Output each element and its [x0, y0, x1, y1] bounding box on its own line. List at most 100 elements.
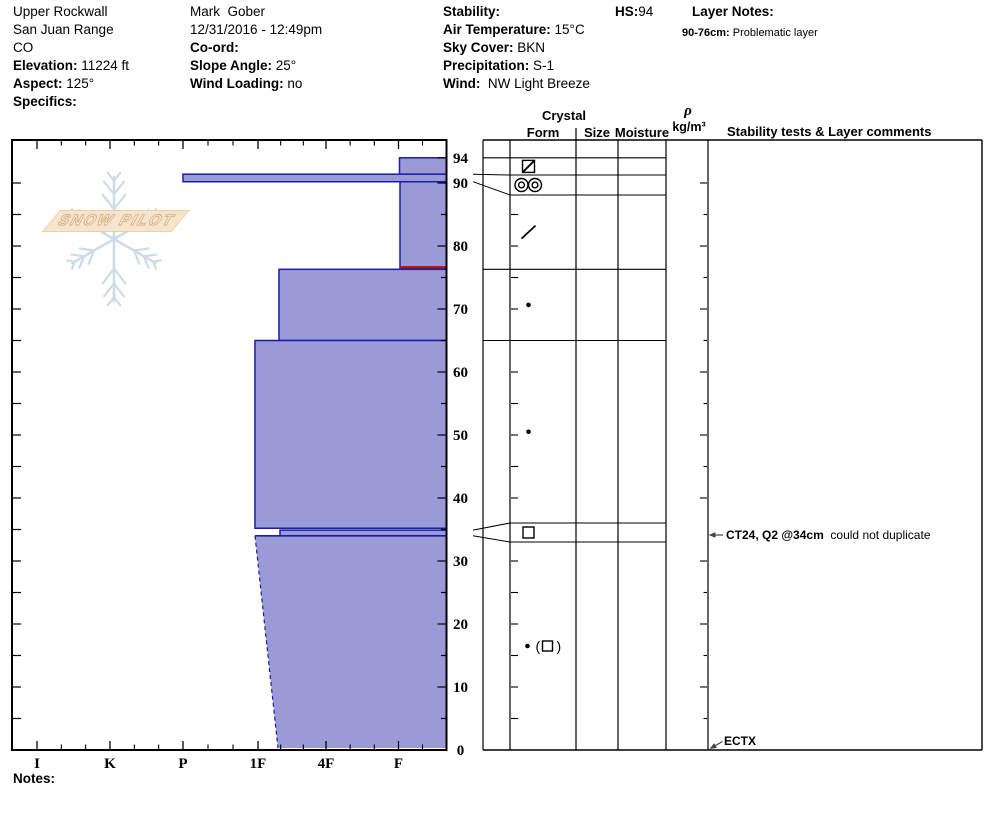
elevation-label: Elevation:	[13, 58, 78, 73]
depth-axis-label: 10	[453, 680, 468, 696]
snowflake-branch	[101, 193, 116, 211]
sky-cover-line: Sky Cover: BKN	[443, 40, 545, 56]
observer-name: Mark Gober	[190, 4, 266, 19]
snowflake-branch	[132, 249, 141, 265]
snowflake-branch	[112, 180, 126, 196]
hardness-bar	[254, 339, 448, 529]
coord-line: Co-ord:	[190, 40, 239, 56]
hardness-axis-label: F	[394, 756, 403, 772]
stability-line: Stability:	[443, 4, 500, 20]
fan-leader-line	[472, 522, 511, 531]
snowflake-branch	[70, 253, 86, 258]
annotation-arrowhead	[708, 532, 716, 538]
aspect-line: Aspect: 125°	[13, 76, 94, 92]
depth-axis-label: 20	[453, 617, 468, 633]
fan-leader-line	[472, 535, 511, 543]
depth-axis-label: 94	[453, 151, 469, 167]
elevation-value: 11224 ft	[77, 58, 130, 73]
crystal-symbol-rounded-grains	[526, 302, 531, 308]
layer-notes-label: Layer Notes:	[692, 4, 774, 19]
stability-test-comment: CT24, Q2 @34cm could not duplicate	[726, 528, 931, 542]
sky-cover-value: BKN	[513, 40, 546, 55]
specifics-line: Specifics:	[13, 94, 77, 110]
state: CO	[13, 40, 34, 55]
depth-axis-label: 60	[453, 365, 468, 381]
aspect-label: Aspect:	[13, 76, 63, 91]
wind-loading-value: no	[283, 76, 303, 91]
wind-loading-line: Wind Loading: no	[190, 76, 302, 92]
snowflake-branch	[112, 171, 122, 182]
hardness-bar	[399, 180, 448, 271]
specifics-label: Specifics:	[13, 94, 77, 109]
snowflake-branch	[78, 255, 86, 269]
snowflake-branch	[112, 267, 127, 285]
crystal-symbol-melt-freeze-crust-inner	[517, 181, 526, 189]
wind-label: Wind:	[443, 76, 481, 91]
moisture-header: Moisture	[614, 125, 670, 140]
snowflake-branch	[66, 259, 77, 263]
snowflake-branch	[112, 282, 126, 298]
crystal-symbol-facets	[522, 526, 535, 539]
hs-value: 94	[638, 4, 654, 19]
profile-frame	[11, 139, 448, 751]
depth-axis-label: 0	[457, 743, 465, 759]
tapered-bar-left-edge	[254, 535, 279, 749]
snowflake-branch	[70, 260, 77, 270]
snowflake-branch	[87, 249, 96, 265]
depth-axis-label: 80	[453, 239, 468, 255]
crystal-symbol-paren: (	[536, 638, 541, 654]
hardness-bar	[278, 268, 448, 342]
mountain-range: San Juan Range	[13, 22, 114, 37]
snowflake-branch	[151, 260, 158, 270]
crystal-header: Crystal	[541, 108, 587, 123]
elevation-line: Elevation: 11224 ft	[13, 58, 129, 74]
fan-leader-line	[472, 181, 511, 196]
annotation-arrowhead	[709, 743, 717, 749]
density-rho-header: ρ	[684, 103, 692, 119]
depth-axis-label: 90	[453, 176, 468, 192]
hardness-bar	[279, 529, 448, 537]
pit-name: Upper Rockwall	[13, 4, 108, 19]
snowflake-branch	[78, 247, 96, 252]
snowflake-branch	[132, 247, 150, 252]
crystal-symbol-paren: )	[557, 638, 562, 654]
air-temp-label: Air Temperature:	[443, 22, 551, 37]
hardness-axis-label: K	[104, 756, 116, 772]
depth-axis-label: 40	[453, 491, 468, 507]
snowflake-branch	[106, 171, 116, 182]
ect-result: ECTX	[724, 734, 757, 748]
crystal-symbol-decomposing-fragments	[521, 159, 536, 174]
aspect-value: 125°	[62, 76, 95, 91]
depth-axis-label: 30	[453, 554, 468, 570]
sky-cover-label: Sky Cover:	[443, 40, 514, 55]
wind-loading-label: Wind Loading:	[190, 76, 284, 91]
precip-value: S-1	[529, 58, 555, 73]
snowflake-branch	[142, 253, 158, 258]
hardness-axis-label: P	[178, 756, 187, 772]
coord-label: Co-ord:	[190, 40, 239, 55]
hs-label: HS:	[615, 4, 639, 19]
pit-datetime: 12/31/2016 - 12:49pm	[190, 22, 323, 37]
snowflake-branch	[142, 255, 150, 269]
snowflake-branch	[106, 296, 116, 307]
snowflake-branch	[102, 282, 116, 298]
crystal-symbol-melt-freeze-crust	[514, 177, 529, 193]
slope-angle-value: 25°	[272, 58, 297, 73]
hardness-axis-label: 4F	[318, 756, 335, 772]
depth-axis-label: 70	[453, 302, 468, 318]
snowflake-branch	[101, 267, 116, 285]
hardness-bar-tapered	[255, 535, 447, 748]
wind-line: Wind: NW Light Breeze	[443, 76, 590, 92]
hardness-axis-label: I	[34, 756, 40, 772]
layer-note-range: 90-76cm:	[682, 27, 730, 39]
stability-label: Stability:	[443, 4, 501, 19]
snowflake-branch	[151, 259, 162, 263]
slope-angle-label: Slope Angle:	[190, 58, 273, 73]
snowflake-branch	[112, 193, 127, 211]
wind-value: NW Light Breeze	[480, 76, 590, 91]
crystal-symbol-wind-broken	[520, 225, 537, 240]
size-header: Size	[583, 125, 610, 140]
flagged-layer-red-line	[400, 266, 447, 270]
